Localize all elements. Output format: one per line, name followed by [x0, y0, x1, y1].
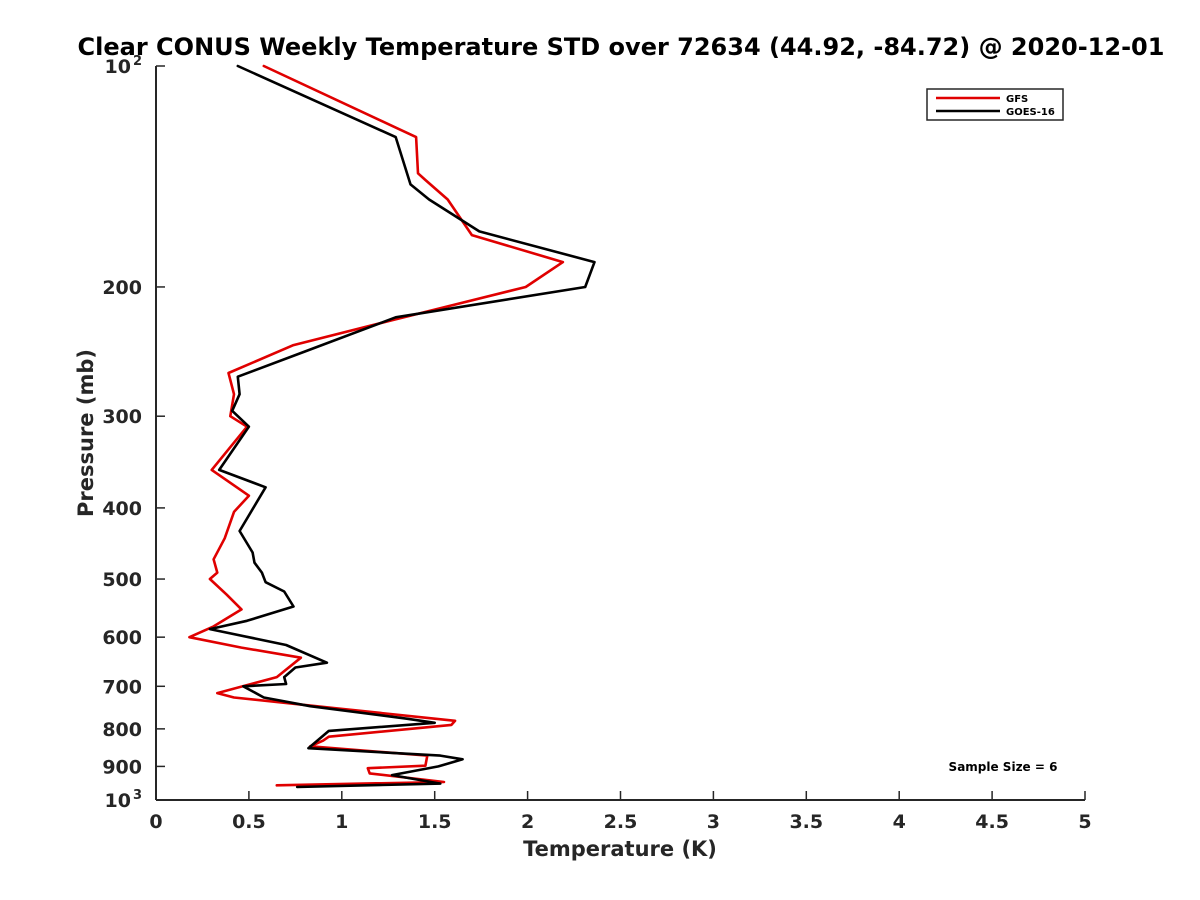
chart-title: Clear CONUS Weekly Temperature STD over … — [78, 33, 1165, 61]
x-tick-label: 1 — [335, 811, 348, 833]
series-line-goes-16 — [208, 64, 596, 789]
y-tick-label: 300 — [102, 406, 142, 428]
x-tick-label: 0.5 — [232, 811, 266, 833]
y-tick-label: 900 — [102, 756, 142, 778]
y-axis-label: Pressure (mb) — [74, 349, 98, 517]
y-tick-label: 600 — [102, 627, 142, 649]
y-tick-exponent: 3 — [133, 788, 142, 803]
sample-size-annotation: Sample Size = 6 — [949, 760, 1058, 774]
y-tick-label: 500 — [102, 569, 142, 591]
x-tick-label: 2 — [521, 811, 534, 833]
x-tick-label: 1.5 — [418, 811, 452, 833]
y-tick-label: 400 — [102, 498, 142, 520]
axes — [155, 66, 1085, 801]
y-tick-label: 800 — [102, 719, 142, 741]
x-tick-label: 5 — [1078, 811, 1091, 833]
y-tick-label: 200 — [102, 277, 142, 299]
y-tick-exponent: 2 — [133, 54, 142, 69]
x-tick-label: 4.5 — [975, 811, 1009, 833]
y-tick-label: 10 — [105, 56, 131, 78]
series-line-gfs — [188, 64, 565, 787]
x-tick-label: 3 — [707, 811, 720, 833]
x-tick-label: 3.5 — [789, 811, 823, 833]
legend-label-gfs: GFS — [1006, 94, 1028, 105]
y-tick-label: 10 — [105, 790, 131, 812]
x-tick-label: 0 — [149, 811, 162, 833]
x-tick-label: 2.5 — [604, 811, 638, 833]
legend: GFS GOES-16 — [926, 88, 1064, 121]
x-ticks: 0 0.5 1 1.5 2 2.5 3 3.5 4 4.5 5 — [149, 791, 1092, 833]
legend-box — [926, 88, 1064, 121]
x-axis-label: Temperature (K) — [523, 837, 717, 861]
legend-label-goes-16: GOES-16 — [1006, 107, 1055, 118]
series-lines — [188, 64, 596, 789]
x-tick-label: 4 — [893, 811, 906, 833]
y-tick-label: 700 — [102, 676, 142, 698]
